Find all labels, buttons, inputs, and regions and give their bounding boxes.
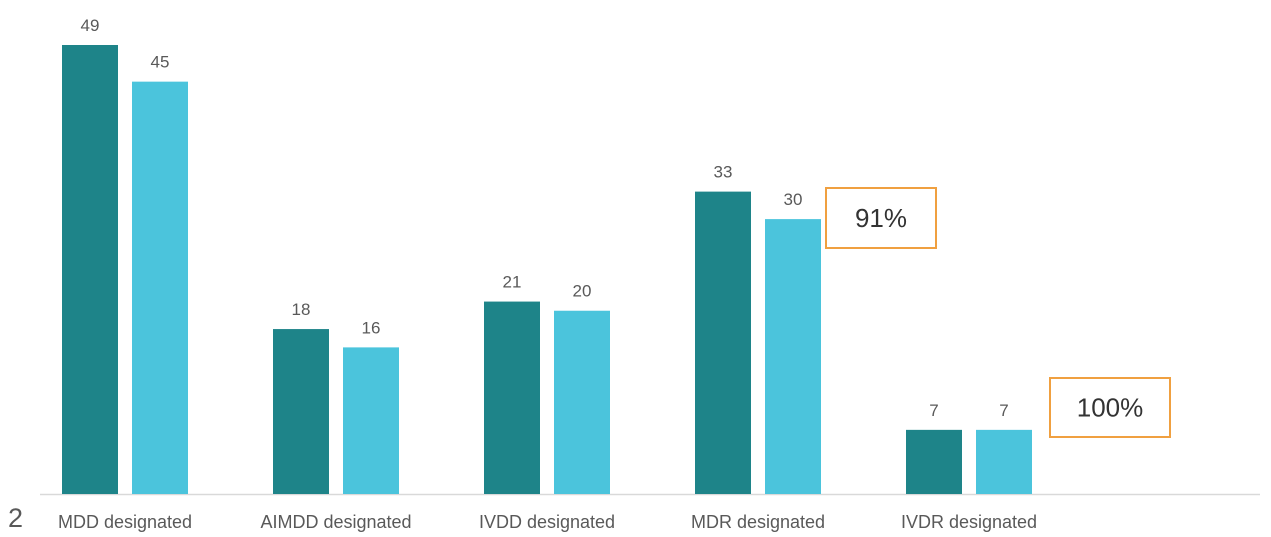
- data-label: 30: [784, 190, 803, 209]
- data-label: 33: [714, 163, 733, 182]
- bar: [273, 329, 329, 494]
- data-label: 16: [362, 318, 381, 337]
- bar: [484, 301, 540, 494]
- bar: [343, 347, 399, 494]
- annotation: 100%: [1077, 393, 1144, 423]
- annotation: 91%: [855, 203, 907, 233]
- x-tick-label: MDR designated: [691, 512, 825, 532]
- annotation-box: [1049, 377, 1171, 438]
- x-tick-label: IVDD designated: [479, 512, 615, 532]
- bar: [62, 45, 118, 494]
- bar: [976, 429, 1032, 494]
- x-tick-label: IVDR designated: [901, 512, 1037, 532]
- bar: [132, 81, 188, 494]
- bar: [906, 429, 962, 494]
- data-label: 49: [81, 16, 100, 35]
- annotation-box: [825, 187, 937, 249]
- bar: [695, 191, 751, 494]
- data-label: 45: [151, 53, 170, 72]
- page-number: 2: [8, 503, 23, 533]
- bar: [554, 310, 610, 494]
- data-label: 20: [573, 282, 592, 301]
- bar: [765, 219, 821, 494]
- data-label: 18: [292, 300, 311, 319]
- x-tick-label: AIMDD designated: [260, 512, 411, 532]
- data-label: 7: [929, 401, 938, 420]
- data-label: 7: [999, 401, 1008, 420]
- data-label: 21: [503, 273, 522, 292]
- x-tick-label: MDD designated: [58, 512, 192, 532]
